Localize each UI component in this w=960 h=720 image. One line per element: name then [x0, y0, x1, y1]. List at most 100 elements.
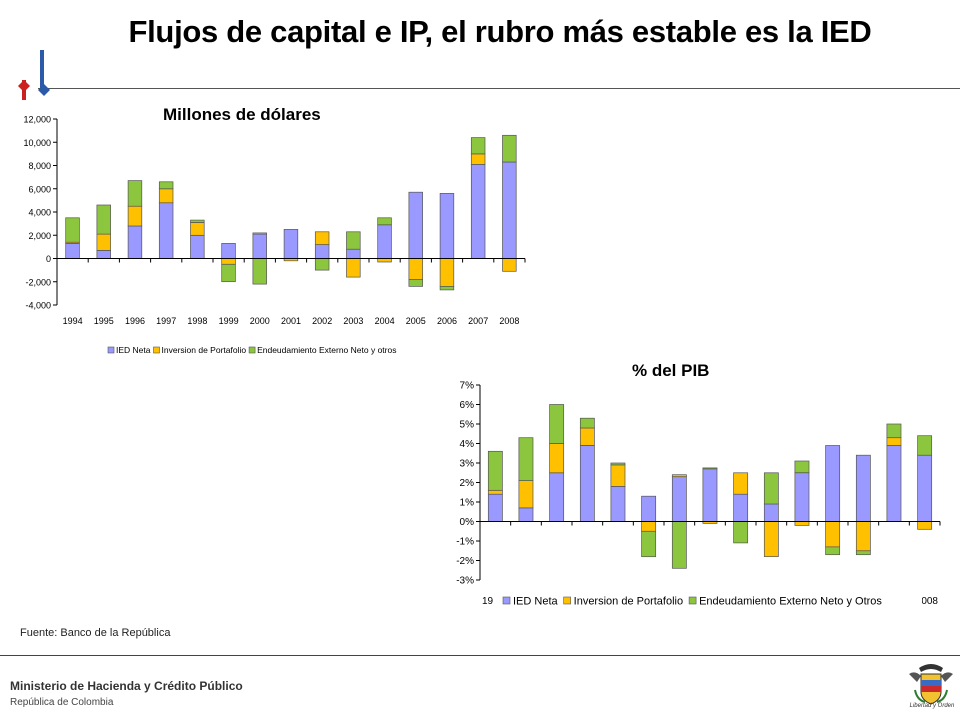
chart2-bar-portafolio-2008	[917, 521, 933, 530]
chart1-bar-ied-neta-1996	[127, 225, 143, 259]
chart2-xtick-label-first: 19	[482, 596, 494, 607]
chart2-bar-endeudamiento-1999	[641, 530, 657, 558]
chart2-ytick-label: -3%	[456, 576, 474, 587]
chart2-bar-endeudamiento-2004	[794, 460, 810, 474]
chart1-bar-endeudamiento-1996	[127, 180, 143, 207]
chart2-legend-swatch-portafolio	[563, 596, 571, 605]
chart2-bar-endeudamiento-2000	[671, 521, 687, 569]
chart1-xtick-label: 2003	[343, 316, 363, 326]
title-divider	[38, 88, 960, 89]
chart1-xtick-label: 2007	[468, 316, 488, 326]
chart2-bar-ied-neta-2006	[855, 454, 871, 522]
chart1-bar-portafolio-2002	[314, 231, 330, 245]
chart1-bar-endeudamiento-2003	[346, 231, 361, 250]
chart2-bar-endeudamiento-1997	[579, 417, 595, 429]
chart1-bar-endeudamiento-2004	[377, 217, 392, 226]
chart1-bar-ied-neta-2008	[502, 161, 517, 259]
chart1-title: Millones de dólares	[163, 105, 321, 124]
chart2-bar-ied-neta-1998	[610, 486, 626, 522]
chart1-bar-ied-neta-2003	[346, 248, 361, 259]
chart2-bar-endeudamiento-2001	[702, 467, 718, 470]
chart1-bar-portafolio-2005	[408, 258, 423, 280]
chart2-bar-endeudamiento-2005	[825, 546, 841, 556]
chart1-bar-ied-neta-2005	[408, 191, 423, 259]
chart2-bar-endeudamiento-1996	[549, 404, 565, 444]
chart1-bar-portafolio-2006	[439, 258, 455, 287]
chart1-xtick-label: 2005	[406, 316, 426, 326]
chart1-bar-ied-neta-2002	[314, 244, 330, 259]
chart1-bar-endeudamiento-2005	[408, 279, 423, 287]
chart1-xtick-label: 1995	[94, 316, 114, 326]
source-note: Fuente: Banco de la República	[20, 627, 171, 639]
chart1-bar-ied-neta-1998	[190, 234, 205, 259]
chart1-bar-ied-neta-1995	[96, 250, 111, 259]
chart2-ytick-label: 0%	[460, 517, 475, 528]
chart2-legend-label-portafolio: Inversion de Portafolio	[574, 596, 683, 608]
chart2-ytick-label: 3%	[460, 459, 475, 470]
chart1-ytick-label: 8,000	[28, 161, 51, 171]
chart1-bar-ied-neta-1999	[221, 243, 236, 259]
chart1-bar-ied-neta-1994	[65, 243, 80, 259]
chart1-legend-label-portafolio: Inversion de Portafolio	[162, 345, 247, 355]
chart1-xtick-label: 1999	[219, 316, 239, 326]
chart2-ytick-label: 1%	[460, 498, 475, 509]
chart2-bar-ied-neta-2000	[671, 476, 687, 522]
chart2-bar-portafolio-1995	[518, 480, 534, 509]
chart1-xtick-label: 2001	[281, 316, 301, 326]
chart2-ytick-label: 6%	[460, 400, 475, 411]
chart1-bar-endeudamiento-2007	[470, 137, 486, 155]
chart2-bar-ied-neta-1999	[641, 495, 657, 522]
chart1-xtick-label: 2000	[250, 316, 270, 326]
chart2-xtick-label-last: 008	[921, 596, 938, 607]
chart1-bar-endeudamiento-2000	[252, 258, 267, 285]
chart2-legend-swatch-endeudamiento	[688, 596, 697, 605]
chart1-bar-endeudamiento-1999	[221, 263, 236, 283]
chart2-bar-endeudamiento-1995	[518, 437, 534, 481]
chart1-ytick-label: 12,000	[23, 115, 51, 125]
chart1-xtick-label: 2004	[375, 316, 395, 326]
chart2-bar-portafolio-1998	[610, 464, 626, 487]
chart2-ytick-label: -2%	[456, 556, 474, 567]
chart1-ytick-label: 6,000	[28, 184, 51, 194]
chart2-bar-ied-neta-2003	[763, 503, 779, 522]
chart2-bar-ied-neta-2007	[886, 445, 902, 522]
chart1-legend-label-ied-neta: IED Neta	[116, 345, 151, 355]
chart2-bar-portafolio-2000	[671, 474, 687, 478]
chart1-bar-portafolio-1998	[190, 222, 205, 236]
slide-title: Flujos de capital e IP, el rubro más est…	[128, 14, 872, 49]
chart2-bar-ied-neta-2001	[702, 468, 718, 522]
chart2-bar-portafolio-2007	[886, 437, 902, 446]
chart1-bar-portafolio-2008	[502, 258, 517, 272]
chart2-bar-ied-neta-2008	[917, 454, 933, 522]
chart2-title: % del PIB	[632, 361, 710, 380]
chart2-legend-label-endeudamiento: Endeudamiento Externo Neto y Otros	[699, 596, 882, 608]
chart1-bar-portafolio-2003	[346, 258, 361, 278]
chart2-bar-portafolio-1996	[549, 443, 565, 474]
chart-millones-dolares: 12,000 10,000 8,000 6,000 4,000 2,000 0 -2,000 -…	[23, 115, 526, 355]
chart2-ytick-label: 7%	[460, 381, 475, 392]
chart2-legend-swatch-ied-neta	[502, 596, 511, 605]
chart2-bar-portafolio-1999	[641, 521, 657, 532]
chart1-bar-endeudamiento-2008	[502, 134, 517, 163]
chart2-bar-endeudamiento-1998	[610, 462, 626, 466]
chart1-ytick-label: 2,000	[28, 231, 51, 241]
chart1-xtick-label: 1998	[187, 316, 207, 326]
chart2-ytick-label: 5%	[460, 420, 475, 431]
logo-mark-icon	[18, 50, 50, 100]
chart2-bar-portafolio-1994	[487, 489, 503, 495]
chart2-bar-endeudamiento-2003	[763, 472, 779, 505]
motto-text: Libertad y Orden	[909, 703, 955, 709]
chart2-legend-label-ied-neta: IED Neta	[513, 596, 559, 608]
chart2-bar-portafolio-2006	[855, 521, 871, 552]
chart1-legend-swatch-portafolio	[153, 346, 160, 354]
chart2-bar-portafolio-2005	[825, 521, 841, 548]
chart1-bar-ied-neta-1997	[158, 202, 174, 259]
country-name: República de Colombia	[10, 697, 114, 708]
chart1-xtick-label: 1996	[125, 316, 145, 326]
chart1-xtick-label: 1997	[156, 316, 176, 326]
chart2-bar-endeudamiento-2007	[886, 423, 902, 439]
chart1-ytick-label: -2,000	[25, 277, 51, 287]
ministry-name: Ministerio de Hacienda y Crédito Público	[10, 679, 243, 693]
chart2-bar-portafolio-1997	[579, 427, 595, 446]
chart1-bar-portafolio-1997	[158, 188, 174, 204]
